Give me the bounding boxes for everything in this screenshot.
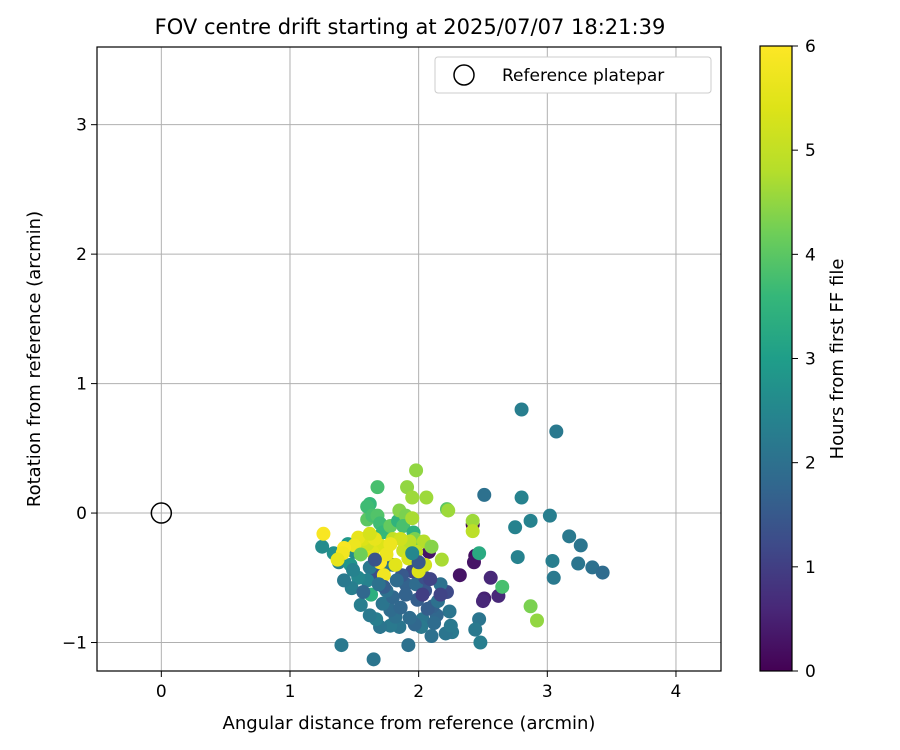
colorbar: 0 1 2 3 4 5 6 Hours from first FF file [759,37,848,682]
data-point [371,577,386,592]
data-point [393,600,408,615]
colorbar-tick-label: 0 [805,662,816,682]
colorbar-tick-label: 1 [805,558,816,578]
data-point [514,402,529,417]
x-tick-label: 1 [285,682,296,702]
data-point [330,552,345,567]
legend-label: Reference platepar [502,66,664,86]
data-point [315,539,330,554]
y-axis-label: Rotation from reference (arcmin) [24,211,45,507]
data-point [433,587,448,602]
data-point [510,550,525,565]
data-point [362,608,377,623]
data-point [549,424,564,439]
data-point [465,524,480,539]
data-point [523,599,538,614]
x-tick-label: 2 [413,682,424,702]
data-point [477,487,492,502]
colorbar-tick-label: 5 [805,141,816,161]
data-point [405,490,420,505]
data-point [362,526,377,541]
data-point [473,635,488,650]
x-tick-label: 4 [671,682,682,702]
data-point [389,573,404,588]
data-point [353,547,368,562]
data-point [442,604,457,619]
data-point [530,613,545,628]
x-axis: 0 1 2 3 4 [156,671,681,702]
x-tick-label: 3 [542,682,553,702]
data-point [370,480,385,495]
data-point [523,513,538,528]
y-tick-label: 0 [76,504,87,524]
colorbar-ticks: 0 1 2 3 4 5 6 [792,37,816,682]
data-point [316,526,331,541]
data-point [562,529,577,544]
colorbar-label: Hours from first FF file [827,259,848,460]
data-point [405,546,420,561]
data-point [542,508,557,523]
data-point [514,490,529,505]
data-point [334,638,349,653]
y-tick-label: −1 [62,634,87,654]
data-point [545,553,560,568]
data-point [402,610,417,625]
colorbar-tick-label: 3 [805,350,816,370]
data-points [315,402,610,667]
data-point [465,513,480,528]
data-point [356,585,371,600]
data-point [415,587,430,602]
legend: Reference platepar [434,56,712,94]
y-tick-label: 3 [76,116,87,136]
data-point [495,579,510,594]
colorbar-tick-label: 2 [805,454,816,474]
data-point [367,552,382,567]
data-point [468,622,483,637]
data-point [424,629,439,644]
data-point [337,573,352,588]
data-point [405,511,420,526]
colorbar-gradient [759,45,793,672]
data-point [483,570,498,585]
data-point [388,557,403,572]
legend-box [434,56,712,94]
y-tick-label: 2 [76,245,87,265]
data-point [346,563,361,578]
data-point [409,463,424,478]
data-point [419,490,434,505]
data-point [475,594,490,609]
plot-frame [96,46,722,672]
data-point [398,587,413,602]
colorbar-tick-label: 6 [805,37,816,57]
data-point [375,596,390,611]
y-tick-label: 1 [76,375,87,395]
data-point [508,520,523,535]
data-point [434,552,449,567]
data-point [427,616,442,631]
data-point [400,480,415,495]
data-point [571,556,586,571]
data-point [443,618,458,633]
reference-point [150,502,173,524]
y-axis: −1 0 1 2 3 [62,116,97,654]
data-point [573,538,588,553]
data-point [546,570,561,585]
data-point [472,546,487,561]
data-point [423,572,438,587]
data-point [424,539,439,554]
data-point [420,601,435,616]
data-point [441,503,456,518]
data-point [353,597,368,612]
colorbar-tick-label: 4 [805,245,816,265]
x-tick-label: 0 [156,682,167,702]
data-point [452,568,467,583]
data-point [595,565,610,580]
data-point [366,652,381,667]
data-point [401,638,416,653]
data-point [383,537,398,552]
x-axis-label: Angular distance from reference (arcmin) [223,713,596,734]
legend-marker-icon [453,64,475,86]
chart-title: FOV centre drift starting at 2025/07/07 … [155,15,666,39]
